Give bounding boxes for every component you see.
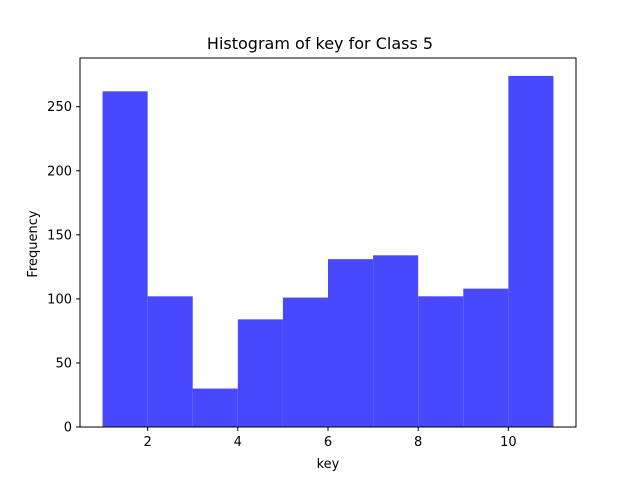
- histogram-bar: [328, 259, 374, 427]
- y-tick-label: 150: [47, 228, 72, 243]
- y-tick-label: 200: [47, 164, 72, 179]
- x-tick-label: 10: [500, 435, 517, 450]
- y-tick-label: 100: [47, 292, 72, 307]
- histogram-bar: [463, 288, 509, 427]
- histogram-bar: [373, 255, 419, 427]
- x-tick-label: 4: [234, 435, 242, 450]
- x-tick-label: 8: [414, 435, 422, 450]
- y-axis-title: Frequency: [26, 210, 41, 277]
- x-tick-label: 2: [143, 435, 151, 450]
- histogram-bar: [237, 319, 283, 427]
- chart-title: Histogram of key for Class 5: [207, 34, 433, 53]
- histogram-bar: [147, 296, 193, 427]
- x-tick-label: 6: [324, 435, 332, 450]
- x-axis-title: key: [317, 457, 340, 472]
- bars-layer: [102, 75, 554, 427]
- y-tick-label: 250: [47, 100, 72, 115]
- histogram-bar: [192, 388, 238, 427]
- histogram-bar: [282, 297, 328, 427]
- histogram-bar: [102, 91, 148, 427]
- histogram-bar: [508, 75, 554, 427]
- y-tick-label: 50: [55, 356, 72, 371]
- histogram-bar: [418, 296, 464, 427]
- y-tick-label: 0: [64, 421, 72, 436]
